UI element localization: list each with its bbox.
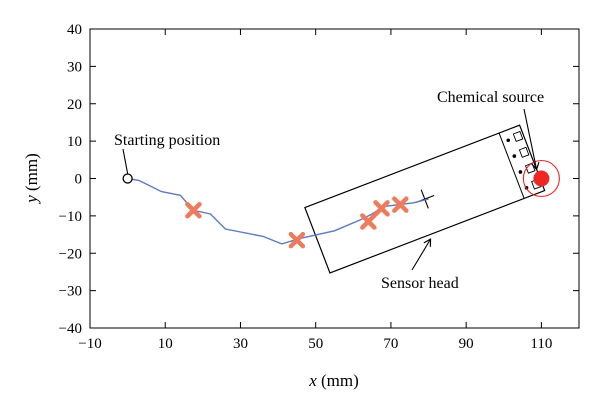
y-tick-label: 40 [67, 22, 82, 38]
sensor-head-cross [415, 189, 435, 209]
y-axis-unit: (mm) [22, 153, 41, 195]
annotation-sensor-head: Sensor head [381, 275, 459, 292]
x-tick-label: 30 [233, 336, 248, 352]
y-axis-label: y (mm) [22, 153, 41, 205]
sensor-cell [512, 130, 524, 143]
detection-marker-stroke [360, 213, 377, 230]
chemical-source-halo [522, 159, 560, 198]
y-tick-label: 0 [75, 172, 83, 188]
y-tick-label: 20 [67, 97, 82, 113]
annotation-starting-position: Starting position [114, 132, 220, 149]
x-tick-label: 110 [530, 336, 552, 352]
x-tick-label: 50 [308, 336, 323, 352]
annotation-chemical-source: Chemical source [437, 89, 544, 106]
detection-marker [373, 200, 390, 217]
starting-position-arrow [122, 148, 129, 174]
y-tick-label: −30 [59, 284, 82, 300]
detection-marker-stroke [373, 200, 390, 217]
detection-marker [288, 231, 306, 249]
y-axis-variable: y [22, 195, 41, 205]
sensor-head-body [304, 124, 546, 274]
chemical-source-arrow [523, 108, 536, 169]
sensor-cells [506, 130, 542, 190]
trajectory-line [127, 177, 429, 245]
sensor-cell-dot [506, 138, 511, 143]
sensor-cell-dot [512, 154, 517, 158]
y-tick-label: −40 [59, 321, 82, 337]
tick-labels: −10 10 30 50 70 90 110 −40 −30 −20 −10 0 10 20 30 40 [59, 22, 553, 352]
x-tick-label: 90 [459, 336, 474, 352]
y-tick-label: 30 [67, 59, 82, 75]
plot-frame [89, 28, 580, 329]
detection-marker [392, 196, 409, 213]
axis-ticks [89, 28, 579, 329]
detection-marker [360, 213, 377, 230]
x-tick-label: −10 [78, 336, 101, 352]
sensor-head [304, 124, 546, 274]
x-axis-unit: (mm) [317, 371, 359, 390]
y-tick-label: −20 [59, 246, 82, 262]
sensor-head-arrow [411, 240, 430, 271]
detection-marker [185, 202, 202, 219]
x-tick-label: 70 [383, 336, 398, 352]
starting-position-marker [122, 173, 133, 184]
y-tick-label: −10 [59, 209, 82, 225]
x-axis-variable: x [308, 371, 317, 390]
x-tick-label: 10 [158, 336, 173, 352]
sensor-cross-v [420, 189, 429, 209]
detection-marker-stroke [392, 196, 409, 213]
detection-markers [185, 196, 409, 249]
x-axis-label: x (mm) [308, 371, 359, 390]
detection-marker-stroke [185, 202, 202, 219]
y-tick-label: 10 [67, 134, 82, 150]
sensor-cell-dot [518, 170, 523, 174]
detection-marker-stroke [288, 231, 306, 249]
chemical-source-marker [533, 170, 550, 187]
sensor-cell [518, 146, 530, 158]
sensor-head-inner-line [498, 132, 525, 199]
